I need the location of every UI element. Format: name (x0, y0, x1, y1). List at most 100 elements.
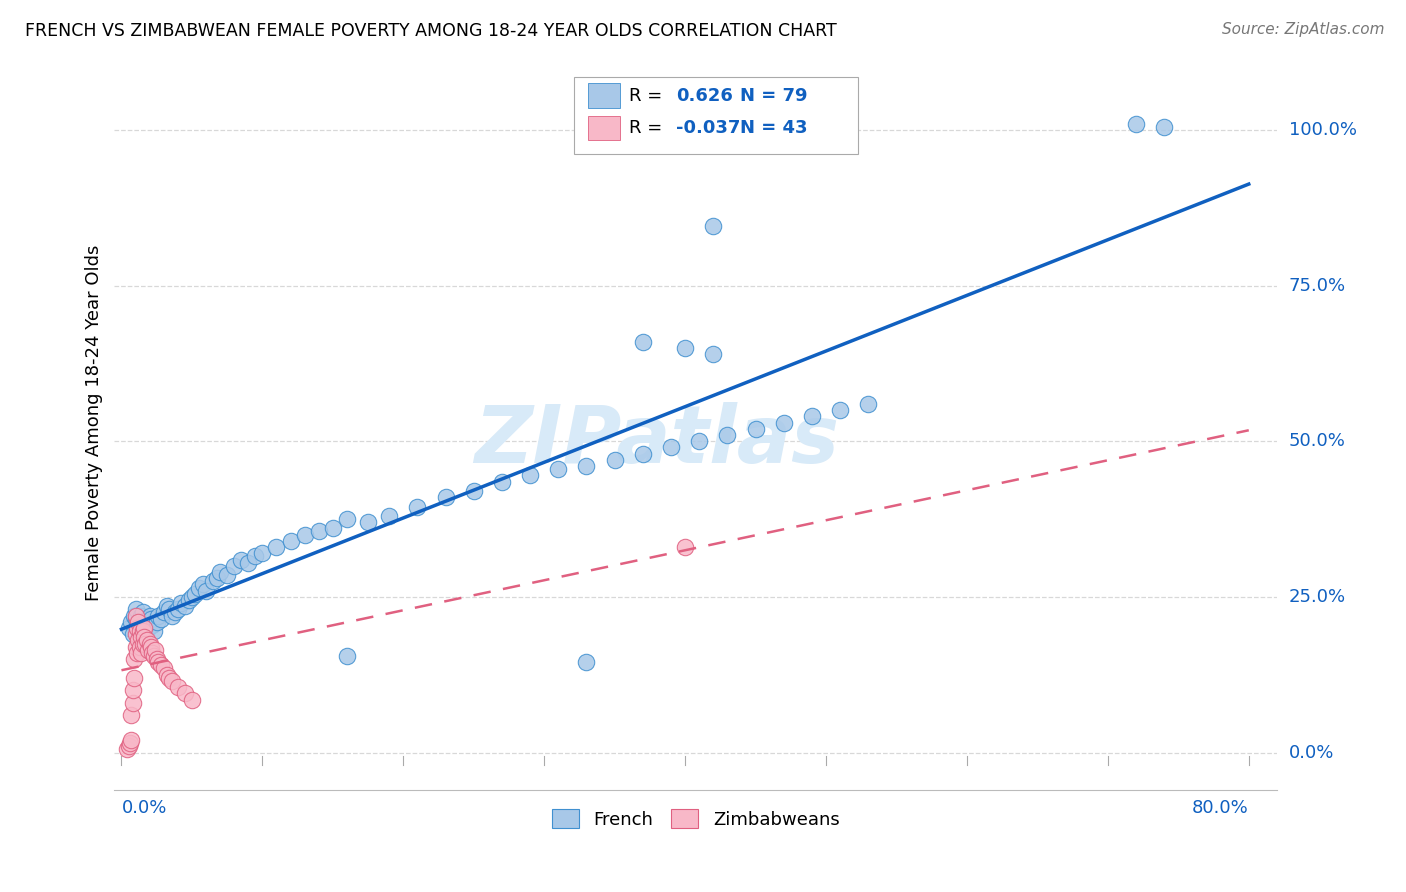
Point (169, 596, 191, 610)
Point (143, 642, 166, 657)
Text: FRENCH VS ZIMBABWEAN FEMALE POVERTY AMONG 18-24 YEAR OLDS CORRELATION CHART: FRENCH VS ZIMBABWEAN FEMALE POVERTY AMON… (25, 22, 837, 40)
Point (117, 739, 139, 754)
Point (125, 621, 148, 635)
Point (128, 624, 150, 639)
Point (129, 631, 152, 645)
Point (146, 608, 169, 623)
Point (146, 655, 169, 669)
Point (141, 646, 163, 660)
Point (149, 612, 172, 626)
Point (193, 577, 215, 591)
Text: 75.0%: 75.0% (1288, 277, 1346, 294)
Point (149, 658, 172, 673)
Point (603, 453, 626, 467)
Point (122, 652, 145, 666)
Point (547, 462, 569, 476)
Point (702, 347, 724, 361)
Text: N = 79: N = 79 (740, 87, 807, 104)
Point (120, 733, 142, 747)
Point (716, 428, 738, 442)
Text: -0.037: -0.037 (676, 120, 741, 137)
Y-axis label: Female Poverty Among 18-24 Year Olds: Female Poverty Among 18-24 Year Olds (86, 244, 103, 600)
Legend: French, Zimbabweans: French, Zimbabweans (544, 802, 846, 836)
Point (138, 608, 160, 623)
Point (631, 447, 654, 461)
Point (673, 341, 696, 355)
Point (145, 615, 167, 629)
Point (702, 219, 724, 234)
Point (166, 602, 188, 616)
Point (406, 500, 429, 514)
Point (180, 692, 202, 706)
Point (124, 612, 146, 626)
Text: R =: R = (630, 120, 668, 137)
Point (202, 574, 225, 589)
Point (125, 646, 148, 660)
Point (357, 515, 380, 529)
Text: 0.626: 0.626 (676, 87, 733, 104)
Point (120, 615, 142, 629)
Text: Source: ZipAtlas.com: Source: ZipAtlas.com (1222, 22, 1385, 37)
Point (132, 621, 155, 635)
Bar (574, 78, 859, 154)
Point (224, 558, 246, 573)
Point (124, 602, 146, 616)
Point (188, 581, 211, 595)
Point (131, 606, 153, 620)
Text: 50.0%: 50.0% (1288, 433, 1346, 450)
Point (322, 521, 344, 535)
Text: 0.0%: 0.0% (121, 799, 167, 817)
Point (132, 631, 155, 645)
Point (155, 599, 177, 614)
Point (673, 540, 696, 554)
Point (160, 608, 183, 623)
Point (336, 512, 359, 526)
Point (136, 621, 159, 635)
Point (139, 640, 162, 654)
Point (631, 334, 654, 349)
Point (135, 612, 157, 626)
Point (135, 633, 157, 648)
Text: R =: R = (630, 87, 668, 104)
Point (141, 618, 163, 632)
Point (118, 736, 141, 750)
Point (294, 527, 316, 541)
Point (127, 633, 149, 648)
Point (209, 565, 232, 579)
Point (659, 441, 682, 455)
Point (131, 637, 153, 651)
Point (157, 671, 180, 685)
Point (136, 642, 159, 657)
Point (160, 673, 183, 688)
Point (163, 606, 186, 620)
Point (434, 490, 457, 504)
Point (127, 615, 149, 629)
Point (127, 615, 149, 629)
Point (132, 615, 155, 629)
Point (772, 416, 794, 430)
Point (122, 671, 145, 685)
Point (575, 459, 598, 474)
Point (117, 621, 139, 635)
Point (138, 637, 160, 651)
Text: 80.0%: 80.0% (1192, 799, 1249, 817)
Point (252, 546, 274, 560)
Bar (588, 83, 620, 108)
Point (115, 742, 138, 756)
Bar (588, 116, 620, 140)
Point (1125, 117, 1147, 131)
Point (125, 621, 148, 635)
Point (166, 680, 188, 694)
Point (142, 648, 165, 663)
Point (145, 652, 167, 666)
Point (157, 602, 180, 616)
Point (173, 686, 195, 700)
Point (139, 612, 162, 626)
Point (134, 624, 156, 639)
Point (744, 422, 766, 436)
Point (152, 661, 174, 675)
Point (180, 590, 202, 604)
Text: ZIPatlas: ZIPatlas (474, 402, 839, 480)
Point (128, 624, 150, 639)
Point (177, 593, 200, 607)
